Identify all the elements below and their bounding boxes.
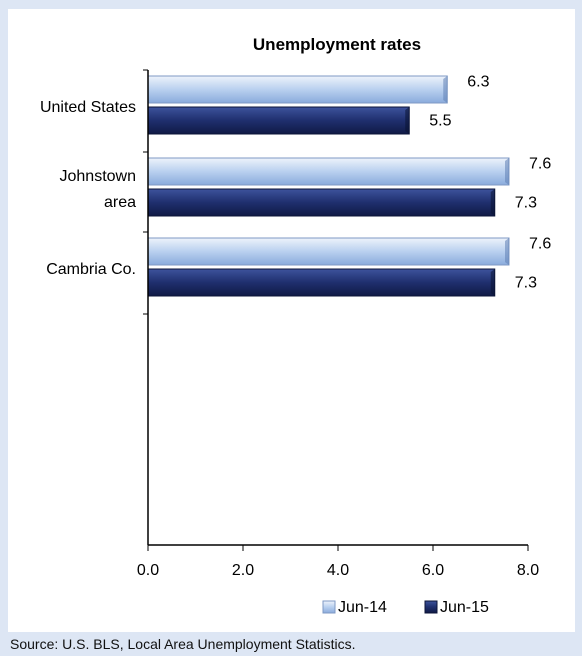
legend-swatch-jun-14 — [322, 600, 336, 614]
x-tick-label-5: 8.0 — [517, 562, 539, 579]
category-label-2-line-1: Johnstown — [60, 168, 137, 185]
chart-title: Unemployment rates — [253, 35, 421, 54]
x-tick-label-3: 4.0 — [327, 562, 349, 579]
bar-jun-15-2 — [147, 188, 496, 217]
value-label-jun-15-3: 7.3 — [515, 275, 537, 292]
bar-jun-14-1 — [147, 75, 448, 104]
x-tick-label-4: 6.0 — [422, 562, 444, 579]
source-note: Source: U.S. BLS, Local Area Unemploymen… — [10, 636, 356, 652]
bar-cap-jun-14-3 — [505, 238, 509, 265]
bar-cap-jun-15-3 — [490, 269, 495, 296]
bar-cap-jun-14-1 — [443, 76, 448, 103]
bar-jun-14-2 — [147, 157, 510, 186]
x-tick-label-1: 0.0 — [137, 562, 159, 579]
category-label-3: Cambria Co. — [46, 261, 136, 278]
value-label-jun-14-1: 6.3 — [467, 74, 489, 91]
legend-label-jun-15: Jun-15 — [440, 599, 489, 616]
x-tick-label-2: 2.0 — [232, 562, 254, 579]
bar-cap-jun-15-1 — [405, 107, 410, 134]
legend-swatch-jun-15 — [424, 600, 438, 614]
bar-jun-14-3 — [147, 237, 510, 266]
bar-jun-15-3 — [147, 268, 496, 297]
value-label-jun-14-2: 7.6 — [529, 156, 551, 173]
value-label-jun-15-2: 7.3 — [515, 195, 537, 212]
value-label-jun-14-3: 7.6 — [529, 236, 551, 253]
category-label-1: United States — [40, 99, 136, 116]
legend-label-jun-14: Jun-14 — [338, 599, 387, 616]
bar-cap-jun-15-2 — [490, 189, 495, 216]
bar-cap-jun-14-2 — [505, 158, 509, 185]
category-label-2-line-2: area — [104, 194, 136, 211]
bar-jun-15-1 — [147, 106, 410, 135]
value-label-jun-15-1: 5.5 — [429, 113, 451, 130]
